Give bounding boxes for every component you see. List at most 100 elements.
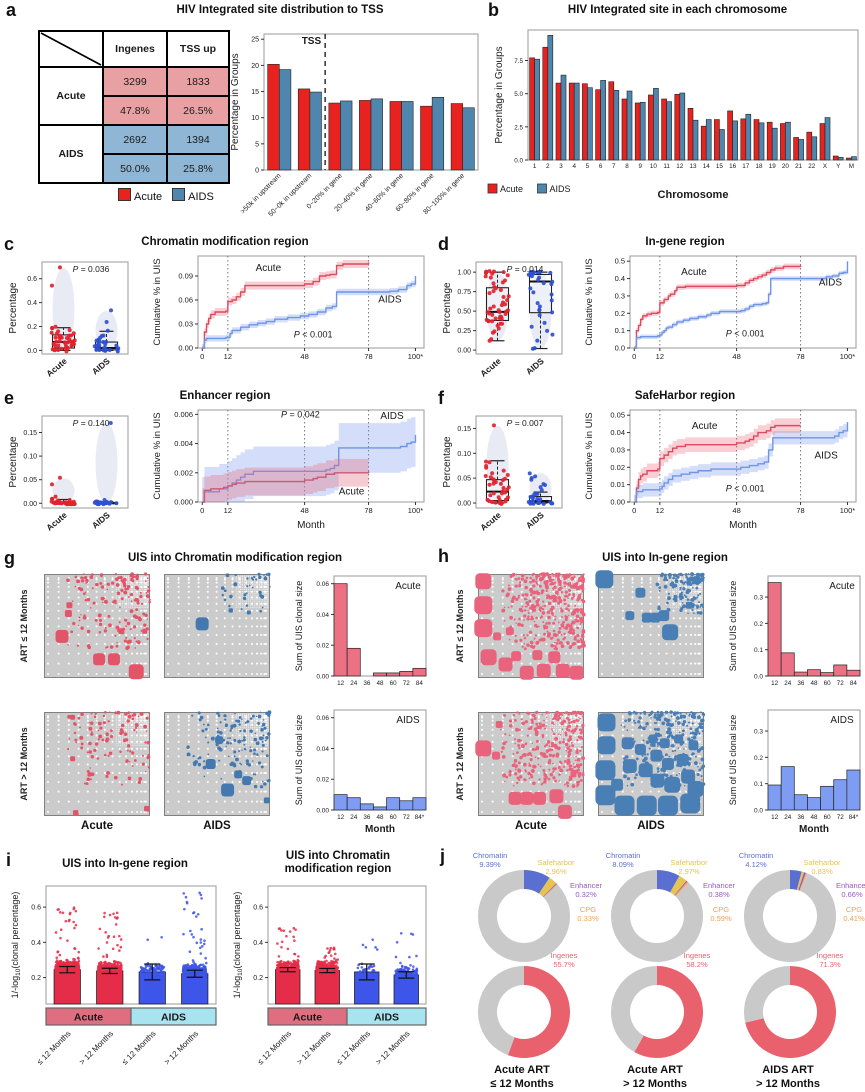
svg-text:0.000: 0.000	[174, 498, 193, 507]
svg-text:9: 9	[638, 163, 642, 170]
svg-text:60: 60	[390, 680, 398, 687]
svg-text:1: 1	[533, 163, 537, 170]
svg-text:P = 0.036: P = 0.036	[73, 264, 110, 274]
svg-text:Month: Month	[365, 824, 395, 835]
svg-text:AIDS: AIDS	[819, 278, 843, 289]
h-row-label-art-le12: ART ≤ 12 Months	[455, 589, 465, 663]
curve-AIDS	[634, 422, 849, 503]
svg-text:21: 21	[795, 163, 803, 170]
svg-text:78: 78	[796, 506, 804, 515]
safeharbor-cumulative-plot: 0.00 0.01 0.02 0.03 0.04 0.05 0 12 48 78 100* Acute…	[584, 409, 857, 531]
svg-text:Acute: Acute	[681, 267, 707, 278]
h-matrix-aids-gt12	[595, 710, 706, 816]
table-cell-acute-tssup-pct: 26.5%	[166, 95, 230, 126]
svg-text:X: X	[823, 163, 828, 170]
g-histogram-acute: 0.00 0.02 0.04 0.06 12 24 36 48 60 72 84 Acute Sum o…	[294, 575, 427, 687]
safeharbor-box-plot: 0.00 0.05 0.10 0.15 Acute AIDS P = 0.007 Percen…	[442, 415, 563, 533]
svg-text:AIDS: AIDS	[90, 510, 112, 531]
diagonal-line	[40, 32, 102, 66]
svg-text:12: 12	[224, 352, 232, 361]
svg-text:48: 48	[300, 506, 308, 515]
svg-text:P = 0.140: P = 0.140	[73, 418, 110, 428]
panel-f-title: SafeHarbor region	[634, 390, 736, 402]
svg-text:P = 0.007: P = 0.007	[507, 418, 544, 428]
svg-text:48: 48	[376, 680, 384, 687]
g-row-label-art-le12: ART ≤ 12 Months	[19, 589, 29, 663]
table-cell-acute-tssup-count: 1833	[166, 66, 230, 97]
panel-label-a: a	[6, 0, 17, 20]
curve-Acute	[634, 424, 801, 503]
panel-label-c: c	[4, 234, 15, 254]
g-matrix-acute-gt12	[44, 710, 151, 816]
table-cell-aids-ingenes-pct: 50.0%	[102, 153, 168, 184]
svg-text:0.002: 0.002	[174, 468, 193, 477]
svg-text:60: 60	[390, 814, 398, 821]
svg-text:Month: Month	[297, 520, 325, 531]
aids-swatch	[172, 188, 186, 201]
bar-series	[267, 64, 475, 171]
svg-text:0.06: 0.06	[316, 581, 329, 588]
svg-text:AIDS: AIDS	[524, 356, 546, 377]
curve-AIDS	[634, 261, 849, 349]
svg-text:0.006: 0.006	[174, 410, 193, 419]
svg-text:0.00: 0.00	[316, 808, 329, 815]
svg-text:15: 15	[251, 89, 259, 96]
panel-a-legend: Acute AIDS	[118, 188, 214, 203]
curve-Acute	[202, 471, 370, 503]
svg-text:24: 24	[350, 814, 358, 821]
g-col-label-acute: Acute	[81, 820, 113, 832]
svg-text:7: 7	[612, 163, 616, 170]
svg-text:0.0: 0.0	[514, 158, 523, 165]
svg-text:24: 24	[350, 680, 358, 687]
svg-text:25: 25	[251, 37, 259, 44]
svg-text:0.00: 0.00	[457, 348, 471, 355]
svg-text:12: 12	[656, 352, 664, 361]
curve-AIDS	[202, 276, 417, 349]
panel-b-title: HIV Integrated site in each chromosome	[567, 4, 788, 16]
svg-text:AIDS: AIDS	[524, 510, 546, 531]
table-cell-aids-tssup-pct: 25.8%	[166, 153, 230, 184]
svg-text:5: 5	[586, 163, 590, 170]
svg-text:12: 12	[337, 680, 345, 687]
svg-text:7.5: 7.5	[514, 58, 523, 65]
svg-text:Acute: Acute	[395, 581, 421, 592]
table-cell-aids-tssup-count: 1394	[166, 124, 230, 155]
panel-i-right-title-line2: modification region	[284, 863, 392, 876]
legend-item-acute: Acute	[118, 188, 162, 203]
svg-text:Percentage in Groups: Percentage in Groups	[494, 46, 505, 143]
ingene-cumulative-plot: 0.0 0.1 0.2 0.3 0.4 0.5 0 12 48 78 100* Acute AIDS P …	[584, 255, 857, 361]
svg-text:72: 72	[403, 680, 411, 687]
svg-text:0.5: 0.5	[615, 257, 625, 266]
g-col-label-aids: AIDS	[203, 820, 231, 832]
acute-swatch	[118, 188, 131, 201]
g-matrix-aids-le12	[164, 572, 271, 678]
svg-text:0.00: 0.00	[457, 501, 471, 508]
panel-g-title: UIS into Chromatin modification region	[127, 552, 343, 564]
svg-text:0: 0	[255, 168, 259, 175]
svg-text:12: 12	[224, 506, 232, 515]
g-histogram-aids: 0.00 0.02 0.04 0.06 12 24 36 48 60 72 84* AIDS Sum o…	[294, 709, 427, 835]
svg-text:0.6: 0.6	[27, 276, 37, 283]
svg-text:Percentage in Groups: Percentage in Groups	[230, 53, 241, 150]
svg-text:0.2: 0.2	[615, 309, 625, 318]
panel-label-f: f	[438, 388, 444, 408]
ribbon-Acute	[202, 457, 369, 502]
svg-text:1.00: 1.00	[457, 270, 471, 277]
svg-text:Cumulative % in UIS: Cumulative % in UIS	[584, 412, 595, 499]
svg-text:0.06: 0.06	[316, 715, 329, 722]
panel-label-g: g	[4, 548, 15, 568]
svg-text:14: 14	[703, 163, 711, 170]
svg-text:0.00: 0.00	[178, 344, 193, 353]
svg-text:0.25: 0.25	[457, 328, 471, 335]
svg-text:0.3: 0.3	[615, 291, 625, 300]
svg-text:0.0: 0.0	[615, 344, 625, 353]
table-diagonal-cell	[38, 30, 104, 68]
svg-text:15: 15	[716, 163, 724, 170]
svg-text:0.05: 0.05	[457, 476, 471, 483]
h-matrix-aids-le12	[595, 570, 705, 678]
h-col-label-acute: Acute	[515, 820, 547, 832]
panel-h-title: UIS into In-gene region	[602, 552, 728, 564]
